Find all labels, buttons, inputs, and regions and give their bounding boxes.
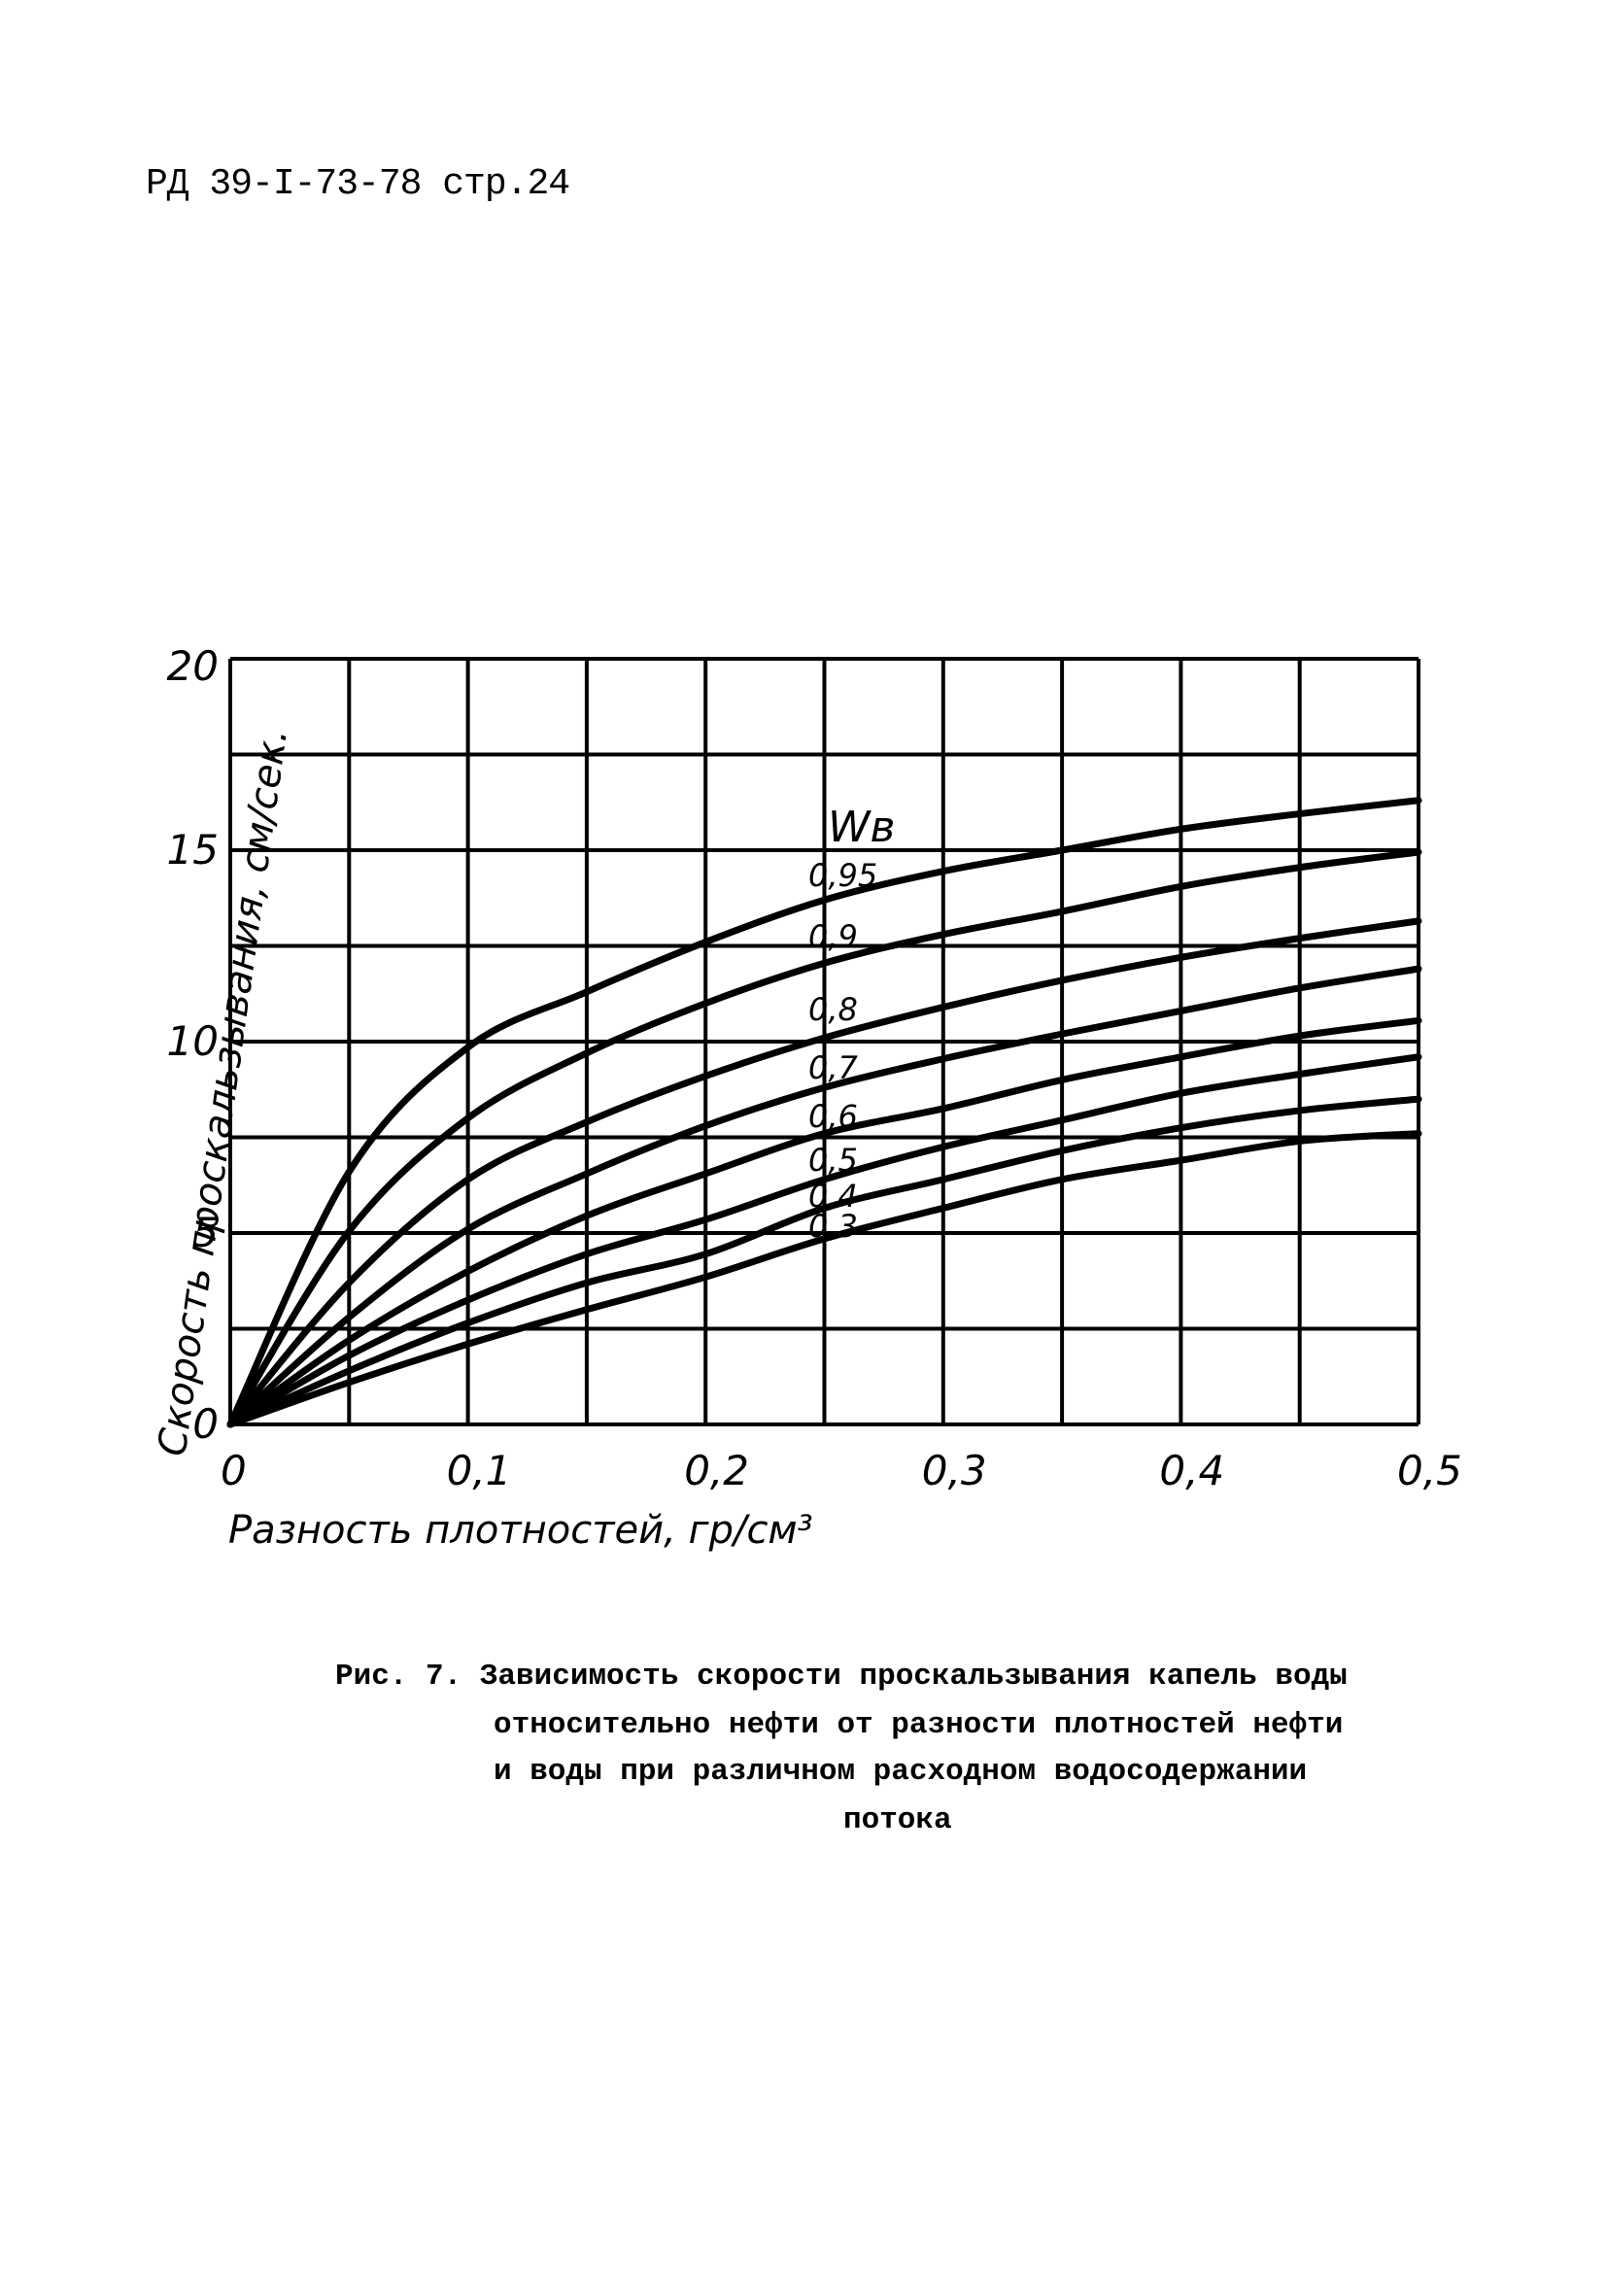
series-label: 0,9 bbox=[808, 918, 858, 955]
legend-title: Wв bbox=[828, 803, 895, 852]
curve-w-0-9 bbox=[226, 848, 1422, 1428]
chart-series-labels: 0,95 0,9 0,8 0,7 0,6 0,50,40,3 bbox=[808, 857, 877, 1245]
chart-curves bbox=[226, 797, 1422, 1428]
document-header: РД 39-I-73-78 стр.24 bbox=[146, 163, 570, 205]
series-label: 0,5 bbox=[808, 1142, 858, 1179]
chart: 0 0,1 0,2 0,3 0,4 0,5 0 5 10 15 20 0,95 0,9 0,8 0,7 0,… bbox=[150, 642, 1462, 1553]
x-tick-label: 0,3 bbox=[922, 1447, 987, 1494]
x-tick-label: 0,5 bbox=[1397, 1447, 1462, 1494]
y-tick-label: 5 bbox=[192, 1209, 219, 1256]
series-label: 0,3 bbox=[808, 1208, 858, 1245]
y-tick-label: 10 bbox=[167, 1017, 219, 1065]
curve-w-0-8 bbox=[226, 917, 1422, 1428]
curve-w-0-6 bbox=[226, 1016, 1422, 1428]
curve-w-0-4 bbox=[226, 1095, 1422, 1428]
figure-caption-line-3: и воды при различном расходном водосодер… bbox=[494, 1755, 1308, 1789]
x-tick-label: 0 bbox=[221, 1447, 247, 1494]
series-label: 0,7 bbox=[808, 1049, 859, 1086]
y-tick-label: 20 bbox=[167, 642, 219, 690]
x-axis-label: Разность плотностей, гр/см³ bbox=[228, 1508, 813, 1553]
curve-w-0-3 bbox=[226, 1130, 1422, 1428]
x-tick-label: 0,2 bbox=[684, 1447, 749, 1494]
figure-caption-line-4: потока bbox=[843, 1803, 952, 1837]
curve-w-0-5 bbox=[226, 1053, 1422, 1428]
curve-w-0-7 bbox=[226, 965, 1422, 1428]
x-tick-label: 0,1 bbox=[447, 1447, 512, 1494]
figure-caption-line-1: Рис. 7. Зависимость скорости проскальзыв… bbox=[335, 1660, 1348, 1694]
x-tick-label: 0,4 bbox=[1159, 1447, 1224, 1494]
curve-w-0-95 bbox=[226, 797, 1422, 1428]
series-label: 0,6 bbox=[808, 1098, 858, 1135]
series-label: 0,4 bbox=[808, 1178, 858, 1215]
figure-caption-line-2: относительно нефти от разности плотносте… bbox=[494, 1708, 1344, 1742]
y-tick-label: 0 bbox=[192, 1400, 219, 1448]
chart-grid bbox=[228, 657, 1420, 1426]
y-tick-label: 15 bbox=[167, 826, 219, 874]
series-label: 0,8 bbox=[808, 991, 858, 1028]
series-label: 0,95 bbox=[808, 857, 877, 894]
